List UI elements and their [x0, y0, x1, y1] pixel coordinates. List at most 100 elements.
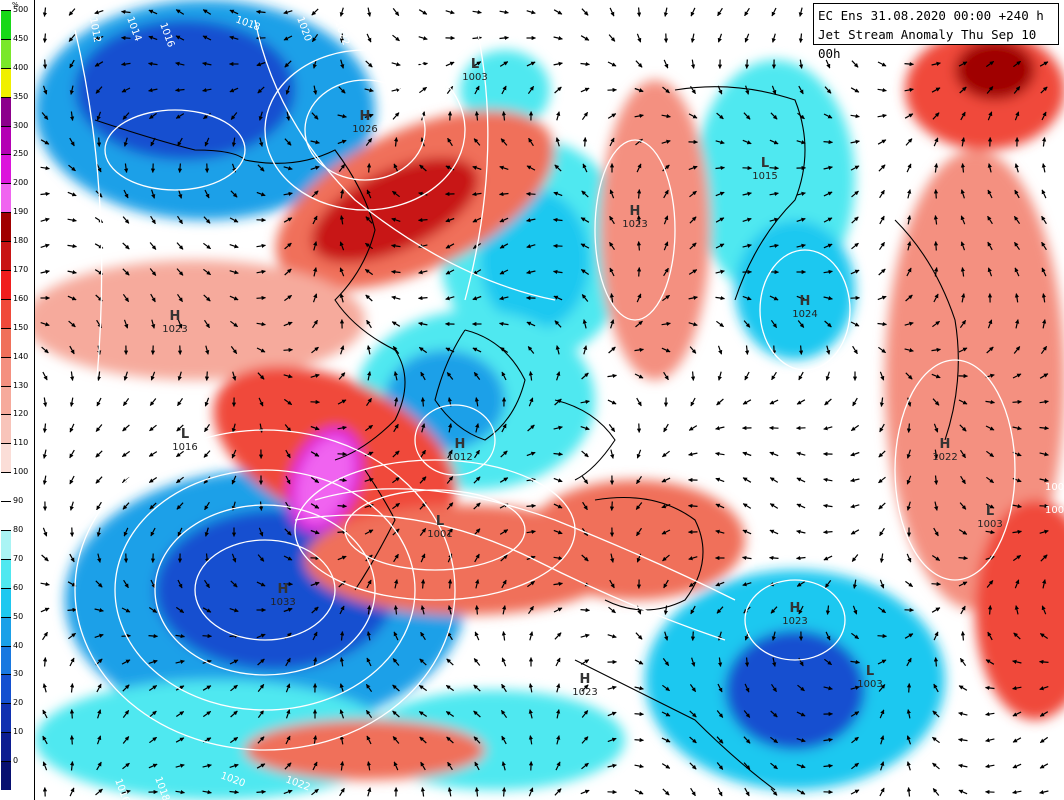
wind-arrow [229, 763, 239, 768]
wind-arrow [904, 87, 914, 93]
legend-label: 400 [13, 62, 29, 72]
wind-arrow [879, 371, 885, 381]
wind-arrow [796, 217, 806, 222]
wind-arrow [554, 398, 562, 406]
wind-arrow [499, 243, 509, 249]
wind-arrow [609, 267, 615, 277]
wind-arrow [663, 189, 669, 199]
wind-arrow [339, 605, 345, 615]
wind-arrow [554, 320, 562, 328]
wind-arrow [608, 424, 616, 432]
wind-arrow [42, 475, 48, 485]
wind-arrow [823, 529, 833, 535]
wind-arrow [717, 787, 723, 797]
wind-arrow [634, 711, 644, 717]
wind-arrow [769, 295, 779, 301]
wind-arrow [340, 345, 345, 355]
wind-arrow [715, 269, 725, 274]
wind-arrow [230, 346, 238, 354]
anomaly-high-west [35, 260, 365, 380]
wind-arrow [877, 659, 887, 665]
wind-arrow [661, 321, 671, 327]
wind-arrow [634, 737, 644, 743]
wind-arrow [41, 554, 49, 562]
wind-arrow [68, 320, 76, 328]
wind-arrow [445, 296, 455, 301]
wind-arrow [609, 7, 615, 17]
wind-arrow [447, 605, 452, 615]
high-pressure-marker: H [630, 204, 641, 219]
high-pressure-marker: H [278, 582, 289, 597]
wind-arrow [257, 372, 265, 380]
wind-arrow [850, 165, 860, 171]
wind-arrow [285, 735, 291, 745]
low-pressure-marker: L [761, 156, 769, 171]
wind-arrow [771, 33, 776, 43]
wind-arrow [69, 683, 75, 693]
wind-arrow [851, 60, 859, 68]
wind-arrow [123, 137, 128, 147]
wind-arrow [148, 763, 158, 769]
wind-arrow [122, 684, 130, 692]
wind-arrow [985, 425, 995, 431]
wind-arrow [931, 607, 941, 613]
wind-arrow [365, 424, 373, 432]
wind-arrow [68, 34, 76, 42]
wind-arrow [148, 88, 158, 93]
wind-arrow [689, 216, 697, 224]
wind-arrow [634, 113, 644, 119]
wind-arrow [283, 374, 293, 379]
wind-arrow [69, 85, 74, 95]
wind-arrow [1041, 293, 1047, 303]
wind-arrow [580, 87, 590, 93]
wind-arrow [175, 87, 185, 93]
legend-swatch [1, 558, 11, 588]
wind-arrow [337, 555, 347, 561]
wind-arrow [878, 268, 886, 276]
wind-arrow [1013, 346, 1021, 354]
wind-arrow [123, 319, 129, 329]
wind-arrow [229, 295, 239, 301]
wind-arrow [1042, 319, 1047, 329]
wind-arrow [1039, 736, 1049, 744]
wind-arrow [474, 605, 480, 615]
wind-arrow [391, 269, 401, 275]
wind-arrow [175, 633, 185, 639]
wind-arrow [41, 112, 49, 120]
wind-arrow [445, 684, 455, 692]
wind-arrow [526, 218, 536, 223]
wind-arrow [880, 735, 885, 745]
wind-arrow [313, 267, 318, 277]
wind-arrow [987, 241, 993, 251]
wind-arrow [796, 140, 806, 145]
wind-arrow [688, 503, 698, 509]
wind-arrow [283, 321, 293, 327]
isobar-ring [894, 359, 1016, 581]
wind-arrow [634, 764, 644, 769]
wind-arrow [230, 710, 238, 718]
wind-arrow [1039, 686, 1049, 691]
legend-label: 180 [13, 236, 29, 246]
wind-arrow [501, 761, 506, 771]
wind-arrow [823, 139, 833, 145]
legend-swatch [1, 530, 11, 559]
wind-arrow [742, 217, 752, 222]
wind-arrow [1040, 86, 1048, 94]
wind-arrow [446, 502, 454, 510]
wind-arrow [825, 605, 831, 615]
wind-arrow [474, 111, 480, 121]
wind-arrow [365, 294, 373, 302]
wind-arrow [553, 503, 563, 509]
wind-arrow [852, 579, 858, 589]
wind-arrow [419, 736, 427, 744]
wind-arrow [987, 605, 993, 615]
legend-label: 10 [13, 727, 24, 737]
wind-arrow [634, 373, 644, 379]
legend-label: 170 [13, 265, 29, 274]
wind-arrow [662, 164, 670, 172]
wind-arrow [958, 685, 968, 691]
wind-arrow [339, 657, 345, 667]
wind-arrow [1012, 789, 1022, 795]
wind-arrow [178, 189, 183, 199]
wind-arrow [743, 736, 751, 744]
